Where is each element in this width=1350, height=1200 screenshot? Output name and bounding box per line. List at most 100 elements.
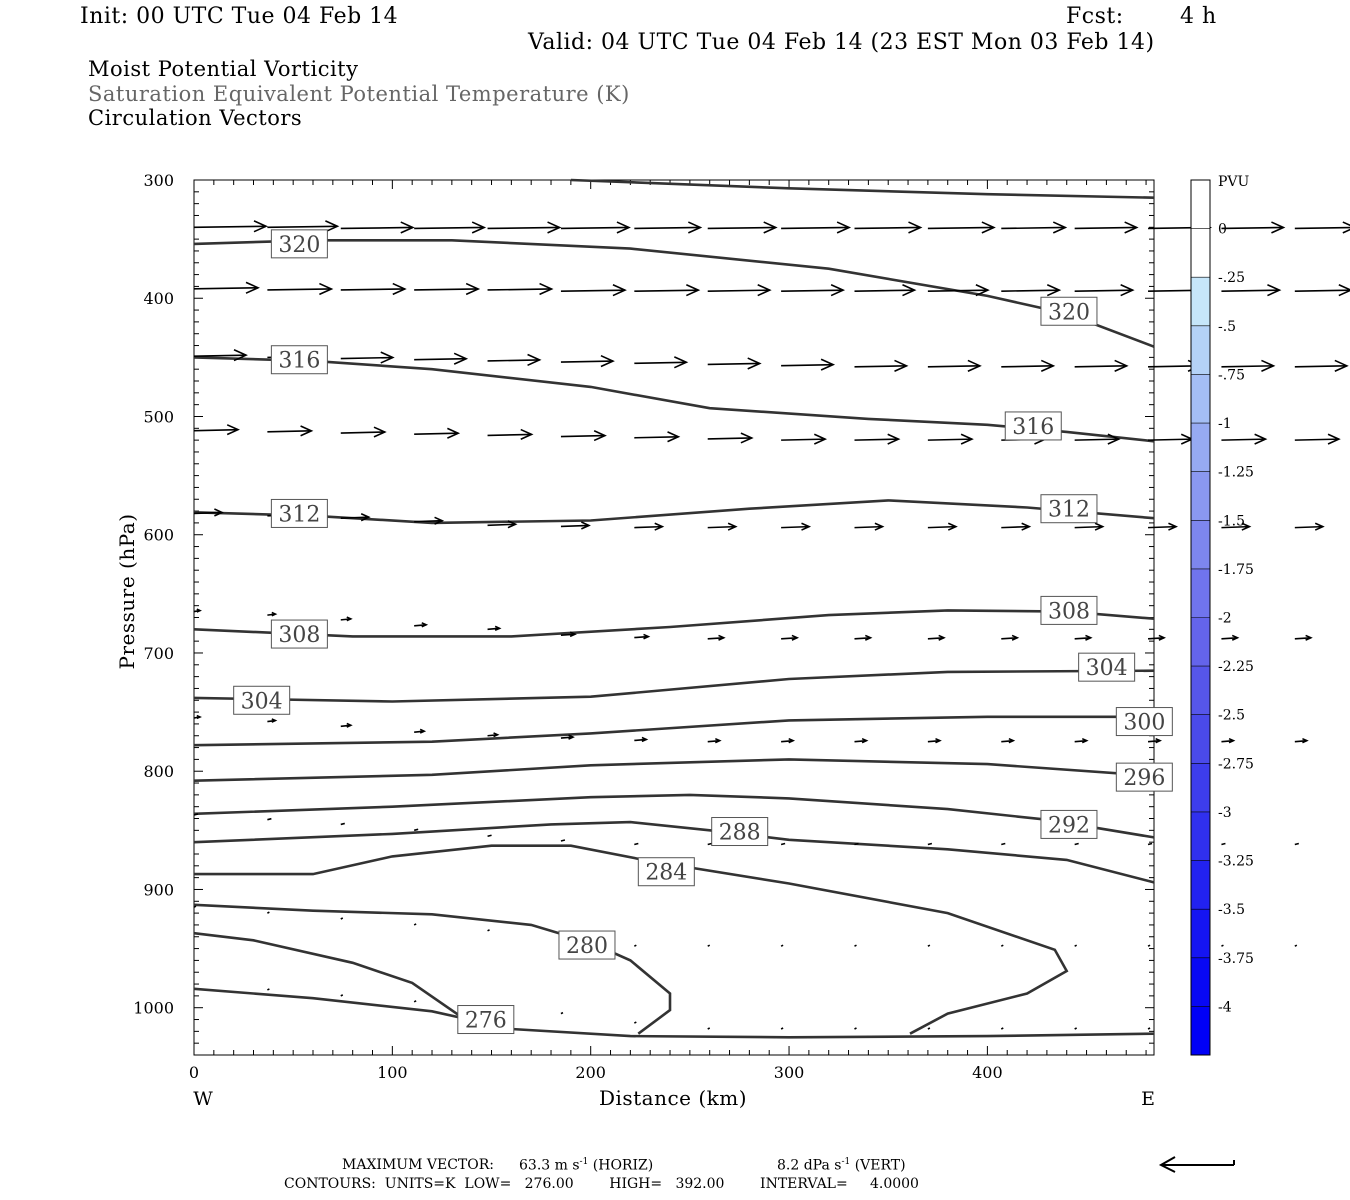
circulation-vector (707, 289, 770, 292)
circulation-vector (1221, 226, 1284, 230)
horiz-exponent: -1 (579, 1157, 589, 1167)
x-tick-label: 0 (189, 1063, 199, 1082)
init-time: Init: 00 UTC Tue 04 Feb 14 (80, 4, 399, 29)
vector-arrowhead (547, 221, 562, 234)
vector-arrowhead (569, 631, 577, 638)
contour-312 (193, 499, 1155, 525)
circulation-vector (193, 225, 267, 229)
circulation-vector (193, 286, 259, 290)
vector-arrowhead (319, 282, 334, 296)
colorbar-tick-label: 0 (1218, 222, 1227, 238)
circulation-vector (1294, 226, 1350, 230)
vector-arrowhead (196, 714, 202, 720)
circulation-vector (927, 365, 980, 368)
circulation-vector (193, 354, 247, 357)
vector-arrowhead (874, 522, 885, 531)
x-tick-label: 200 (575, 1063, 606, 1082)
circulation-vector (1221, 525, 1250, 529)
vector-arrowhead (1040, 359, 1056, 372)
circulation-vector (560, 524, 589, 528)
colorbar-unit: PVU (1218, 174, 1250, 190)
y-axis-label: Pressure (hPa) (115, 514, 139, 670)
colorbar-tick-label: -2.25 (1218, 659, 1254, 675)
circulation-vector (487, 359, 540, 362)
circulation-vector (1148, 438, 1193, 441)
circulation-vector (560, 360, 613, 363)
vector-arrowhead (740, 432, 754, 444)
circulation-vector (560, 289, 625, 292)
contour-304 (193, 669, 1155, 703)
contour-324 (570, 178, 1155, 199)
circulation-vector (1221, 438, 1266, 441)
circulation-vector (854, 944, 857, 947)
circulation-vector (193, 813, 199, 816)
vector-arrowhead (641, 736, 649, 743)
colorbar-tick-label: -1.5 (1218, 513, 1245, 529)
contour-label-box (1115, 707, 1173, 737)
vector-arrowhead (887, 433, 901, 445)
circulation-vector (854, 842, 859, 846)
circulation-vector (487, 433, 532, 437)
colorbar-segment (1191, 714, 1210, 764)
circulation-vector (780, 944, 784, 947)
contour-label-box (1040, 494, 1098, 524)
contour-label-box (270, 498, 328, 528)
vector-arrowhead (836, 221, 852, 234)
circulation-vector (927, 226, 994, 230)
contour-label-box (457, 1005, 515, 1035)
vector-arrowhead (346, 722, 353, 728)
vector-arrowhead (493, 732, 500, 738)
contour-label-box (637, 857, 695, 887)
colorbar-tick-label: -1.25 (1218, 465, 1254, 481)
circulation-vector (634, 435, 679, 439)
circulation-vector (927, 636, 944, 640)
contour-label: 316 (1012, 415, 1054, 440)
contour-label: 284 (645, 861, 687, 886)
vector-arrowhead (864, 634, 873, 641)
circulation-vector (781, 636, 798, 640)
circulation-vector (414, 226, 485, 230)
vector-arrowhead (233, 349, 248, 362)
contour-label-box (711, 817, 769, 847)
vector-arrowhead (791, 634, 800, 641)
circulation-vector (340, 822, 345, 826)
vector-arrowhead (1314, 522, 1325, 531)
contour-label-box (1040, 296, 1098, 326)
circulation-vector (1221, 289, 1280, 292)
vector-arrowhead (894, 359, 909, 372)
vector-arrowhead (747, 357, 762, 370)
circulation-vector (1294, 438, 1339, 441)
y-tick-label: 400 (143, 289, 174, 308)
x-tick-label: 400 (972, 1063, 1003, 1082)
circulation-vector (1294, 525, 1323, 529)
circulation-vector (340, 994, 344, 997)
circulation-vector (634, 635, 649, 639)
vector-arrowhead (581, 521, 591, 530)
y-tick-label: 700 (143, 644, 174, 663)
vector-arrowhead (1046, 284, 1062, 297)
circulation-vector (633, 944, 637, 947)
circulation-vector (1074, 438, 1119, 441)
contour-308 (193, 609, 1155, 638)
circulation-vector (781, 289, 844, 292)
contour-label: 288 (719, 821, 761, 846)
vector-arrowhead (196, 608, 202, 613)
colorbar-tick-label: -3 (1218, 805, 1232, 821)
circulation-vector (927, 1027, 931, 1030)
vector-arrowhead (801, 522, 812, 531)
vector-arrowhead (1254, 433, 1268, 445)
vector-arrowhead (643, 633, 651, 640)
circulation-vector (1294, 289, 1350, 292)
contour-288 (193, 820, 1155, 884)
colorbar-tick-label: -2.75 (1218, 756, 1254, 772)
circulation-vector (707, 226, 776, 230)
colorbar-segment (1191, 666, 1210, 715)
vector-arrowhead (1267, 284, 1282, 297)
contour-label: 300 (1123, 711, 1165, 736)
vector-arrowhead (421, 622, 429, 628)
contour-label: 312 (278, 502, 320, 527)
vector-arrowhead (820, 358, 836, 371)
contour-label-box (1078, 652, 1136, 682)
circulation-vector (340, 431, 385, 434)
circulation-vector (560, 839, 566, 842)
